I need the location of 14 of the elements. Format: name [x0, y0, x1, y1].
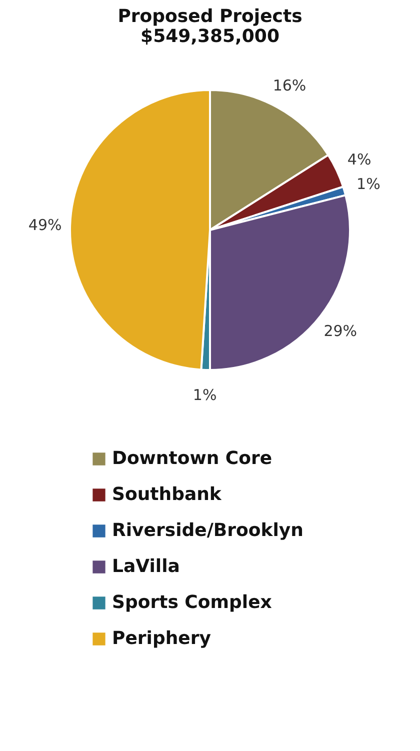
legend-label: Periphery — [112, 628, 212, 649]
legend-label: LaVilla — [112, 556, 180, 577]
data-label: 16% — [272, 76, 306, 94]
data-label: 49% — [28, 216, 62, 234]
data-label: 29% — [324, 322, 358, 340]
legend-label: Southbank — [112, 484, 222, 505]
text: Proposed Projects — [118, 6, 302, 27]
data-label: 1% — [192, 386, 217, 404]
legend-label: Riverside/Brooklyn — [112, 520, 304, 541]
data-label: 4% — [347, 150, 372, 169]
legend-label: Sports Complex — [112, 592, 272, 613]
legend-label: Downtown Core — [112, 448, 272, 469]
text: $549,385,000 — [140, 26, 280, 47]
data-label: 1% — [356, 174, 380, 193]
